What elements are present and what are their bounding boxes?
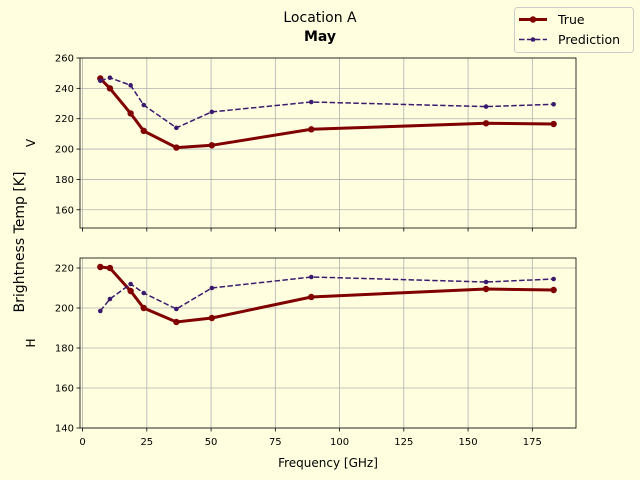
y-tick-label: 220 bbox=[55, 264, 74, 275]
legend-prediction-marker bbox=[530, 37, 536, 42]
prediction-data-point bbox=[308, 274, 314, 280]
x-tick-label: 25 bbox=[140, 437, 153, 448]
panel-y-axis-label: H bbox=[24, 338, 38, 347]
x-tick-label: 75 bbox=[269, 437, 282, 448]
legend-label: Prediction bbox=[558, 32, 620, 47]
chart-title: Location A bbox=[283, 10, 357, 26]
chart-subtitle: May bbox=[304, 29, 336, 45]
legend-label: True bbox=[557, 12, 585, 27]
x-tick-label: 50 bbox=[205, 437, 218, 448]
panel-v: 160 180 200 220 240 260 V bbox=[24, 54, 577, 232]
prediction-series-line bbox=[99, 276, 554, 312]
true-data-point bbox=[482, 120, 490, 127]
true-data-point bbox=[208, 314, 216, 322]
true-data-point bbox=[97, 263, 104, 271]
prediction-data-point bbox=[551, 276, 556, 282]
shared-y-axis-label: Brightness Temp [K] bbox=[12, 172, 28, 313]
prediction-data-point bbox=[209, 109, 215, 115]
prediction-data-point bbox=[174, 306, 179, 312]
y-tick-label: 200 bbox=[55, 304, 74, 315]
x-tick-label: 125 bbox=[394, 437, 413, 448]
prediction-data-point bbox=[128, 83, 133, 88]
prediction-data-point bbox=[483, 279, 489, 285]
true-data-point bbox=[106, 264, 114, 272]
true-data-point bbox=[550, 120, 557, 128]
prediction-data-point bbox=[209, 285, 215, 291]
y-tick-label: 240 bbox=[55, 84, 74, 95]
true-series-line bbox=[99, 77, 554, 150]
panel-y-axis-label: V bbox=[24, 138, 38, 147]
legend-true-marker bbox=[529, 16, 537, 23]
prediction-data-point bbox=[128, 281, 133, 287]
prediction-data-point bbox=[107, 296, 113, 302]
prediction-data-point bbox=[551, 101, 556, 107]
y-tick-label: 200 bbox=[55, 145, 74, 156]
y-tick-label: 180 bbox=[55, 344, 74, 355]
y-tick-label: 140 bbox=[55, 424, 74, 435]
true-data-point bbox=[127, 110, 134, 117]
true-data-point bbox=[173, 318, 180, 326]
prediction-data-point bbox=[483, 104, 489, 109]
true-data-point bbox=[308, 293, 315, 301]
true-data-point bbox=[140, 304, 147, 312]
true-data-point bbox=[550, 286, 557, 294]
prediction-data-point bbox=[98, 308, 103, 314]
prediction-data-point bbox=[308, 99, 314, 105]
x-tick-label: 100 bbox=[330, 437, 349, 448]
panel-h: 0 25 50 75 100 125 150 175 140 160 180 200 220 H bbox=[24, 257, 577, 448]
true-data-point bbox=[106, 85, 114, 92]
true-data-point bbox=[308, 126, 315, 133]
true-data-point bbox=[208, 142, 216, 149]
true-data-point bbox=[482, 285, 490, 293]
panel-frame bbox=[79, 257, 577, 429]
y-tick-label: 180 bbox=[55, 175, 74, 186]
prediction-data-point bbox=[141, 102, 147, 108]
x-tick-label: 150 bbox=[459, 437, 478, 448]
panels: 160 180 200 220 240 260 V 0 25 50 75 100 125 150 175 14… bbox=[24, 54, 577, 448]
y-tick-label: 160 bbox=[55, 384, 74, 395]
prediction-data-point bbox=[107, 75, 113, 81]
true-data-point bbox=[140, 127, 147, 135]
legend: True Prediction bbox=[514, 7, 634, 53]
prediction-data-point bbox=[98, 78, 103, 84]
prediction-data-point bbox=[174, 125, 179, 131]
x-tick-label: 0 bbox=[79, 437, 85, 448]
x-tick-label: 175 bbox=[523, 437, 542, 448]
true-series-line bbox=[100, 265, 554, 324]
y-tick-label: 220 bbox=[55, 114, 74, 125]
y-tick-label: 160 bbox=[55, 205, 74, 216]
prediction-data-point bbox=[141, 290, 147, 296]
x-axis-label: Frequency [GHz] bbox=[278, 456, 378, 470]
y-tick-label: 260 bbox=[55, 54, 74, 65]
true-data-point bbox=[127, 287, 134, 295]
true-data-point bbox=[173, 144, 180, 151]
panel-frame bbox=[79, 57, 577, 229]
